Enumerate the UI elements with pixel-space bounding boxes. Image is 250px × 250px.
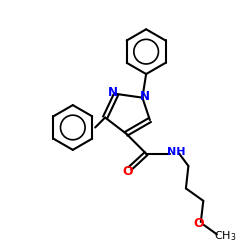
Text: O: O	[123, 165, 133, 178]
Text: N: N	[108, 86, 118, 99]
Text: NH: NH	[167, 147, 185, 157]
Text: CH$_3$: CH$_3$	[214, 229, 237, 242]
Text: O: O	[194, 218, 204, 230]
Text: N: N	[140, 90, 150, 103]
